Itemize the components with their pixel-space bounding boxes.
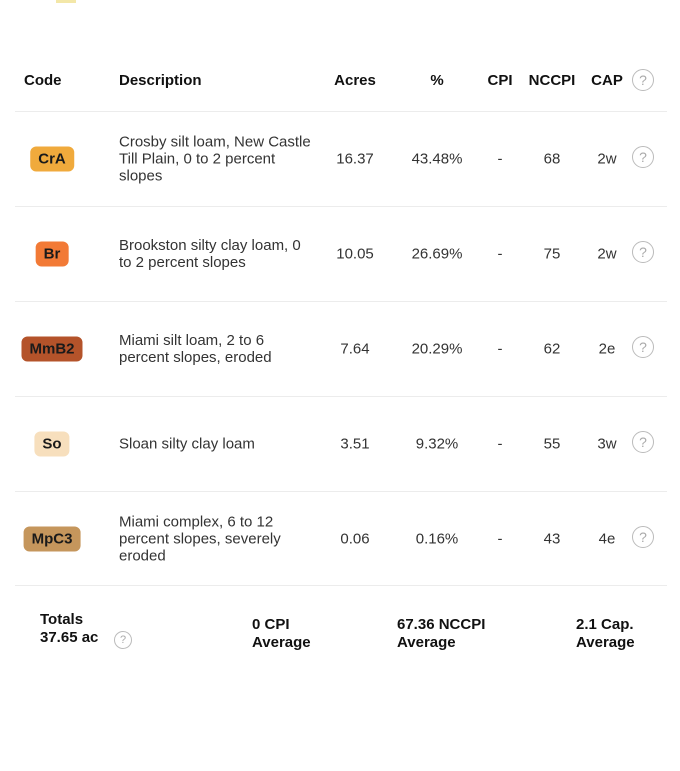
help-icon[interactable]: ? (632, 526, 654, 548)
totals-acres: 37.65 ac (40, 629, 99, 646)
cap-value: 2e (598, 340, 616, 357)
nccpi-value: 68 (543, 150, 561, 167)
soil-description: Brookston silty clay loam, 0 to 2 percen… (119, 236, 301, 271)
header-nccpi[interactable]: NCCPI (528, 72, 576, 89)
divider (15, 301, 667, 302)
legend-swatch (56, 0, 76, 3)
header-cap[interactable]: CAP (591, 72, 623, 89)
soil-code-badge: MpC3 (23, 526, 81, 551)
header-code: Code (24, 72, 62, 89)
acres-value: 16.37 (336, 150, 374, 167)
divider (15, 206, 667, 207)
help-icon[interactable]: ? (632, 69, 654, 91)
table-row[interactable]: So Sloan silty clay loam 3.51 9.32% - 55 3w? (0, 396, 680, 491)
nccpi-value: 62 (543, 340, 561, 357)
percent-value: 9.32% (415, 435, 459, 452)
percent-value: 43.48% (411, 150, 463, 167)
divider (15, 111, 667, 112)
divider (15, 491, 667, 492)
nccpi-average-label: Average (397, 634, 456, 651)
percent-value: 26.69% (411, 245, 463, 262)
soil-code-badge: MmB2 (21, 336, 83, 361)
nccpi-average-value: 67.36 NCCPI (397, 616, 486, 633)
divider (15, 396, 667, 397)
percent-value: 20.29% (411, 340, 463, 357)
table-row[interactable]: MmB2 Miami silt loam, 2 to 6 percent slop… (0, 301, 680, 396)
help-icon[interactable]: ? (632, 241, 654, 263)
help-icon[interactable]: ? (632, 431, 654, 453)
soil-description: Sloan silty clay loam (119, 435, 255, 452)
totals-help-icon[interactable]: ? (114, 631, 132, 649)
cpi-value: - (497, 530, 503, 547)
help-icon[interactable]: ? (632, 336, 654, 358)
cpi-value: - (497, 340, 503, 357)
header-cpi[interactable]: CPI (487, 72, 513, 89)
cap-value: 2w (597, 150, 617, 167)
cpi-value: - (497, 150, 503, 167)
soil-description: Crosby silt loam, New Castle Till Plain,… (119, 133, 311, 184)
soil-code-badge: CrA (30, 146, 74, 171)
help-icon[interactable]: ? (632, 146, 654, 168)
cpi-value: - (497, 435, 503, 452)
cap-value: 4e (598, 530, 616, 547)
acres-value: 7.64 (340, 340, 370, 357)
percent-value: 0.16% (415, 530, 459, 547)
table-row[interactable]: Br Brookston silty clay loam, 0 to 2 perc… (0, 206, 680, 301)
acres-value: 3.51 (340, 435, 370, 452)
cap-value: 2w (597, 245, 617, 262)
soil-code-badge: Br (35, 241, 69, 266)
soil-code-badge: So (34, 431, 70, 456)
acres-value: 10.05 (336, 245, 374, 262)
cpi-average-label: Average (252, 634, 311, 651)
soil-description: Miami silt loam, 2 to 6 percent slopes, … (119, 331, 272, 366)
table-row[interactable]: CrA Crosby silt loam, New Castle Till Pla… (0, 111, 680, 206)
header-acres[interactable]: Acres (334, 72, 376, 89)
nccpi-value: 55 (543, 435, 561, 452)
acres-value: 0.06 (340, 530, 370, 547)
divider (15, 585, 667, 586)
cap-value: 3w (597, 435, 617, 452)
soil-description: Miami complex, 6 to 12 percent slopes, s… (119, 513, 281, 564)
header-description: Description (119, 72, 202, 89)
cap-average-label: Average (576, 634, 635, 651)
nccpi-value: 43 (543, 530, 561, 547)
cpi-value: - (497, 245, 503, 262)
cpi-average-value: 0 CPI (252, 616, 290, 633)
cap-average-value: 2.1 Cap. (576, 616, 634, 633)
header-percent[interactable]: % (430, 72, 444, 89)
table-row[interactable]: MpC3 Miami complex, 6 to 12 percent slope… (0, 491, 680, 586)
totals-label: Totals (40, 611, 84, 628)
nccpi-value: 75 (543, 245, 561, 262)
